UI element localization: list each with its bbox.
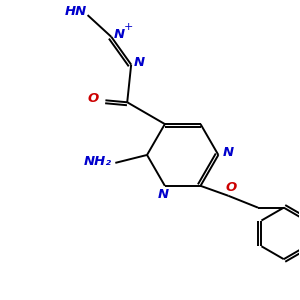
Text: NH₂: NH₂: [83, 155, 112, 168]
Text: O: O: [88, 92, 99, 105]
Text: N: N: [223, 146, 234, 160]
Text: N: N: [114, 28, 125, 41]
Text: O: O: [226, 181, 237, 194]
Text: +: +: [124, 22, 133, 32]
Text: N: N: [157, 188, 168, 201]
Text: N: N: [134, 56, 145, 69]
Text: HN: HN: [64, 4, 87, 18]
